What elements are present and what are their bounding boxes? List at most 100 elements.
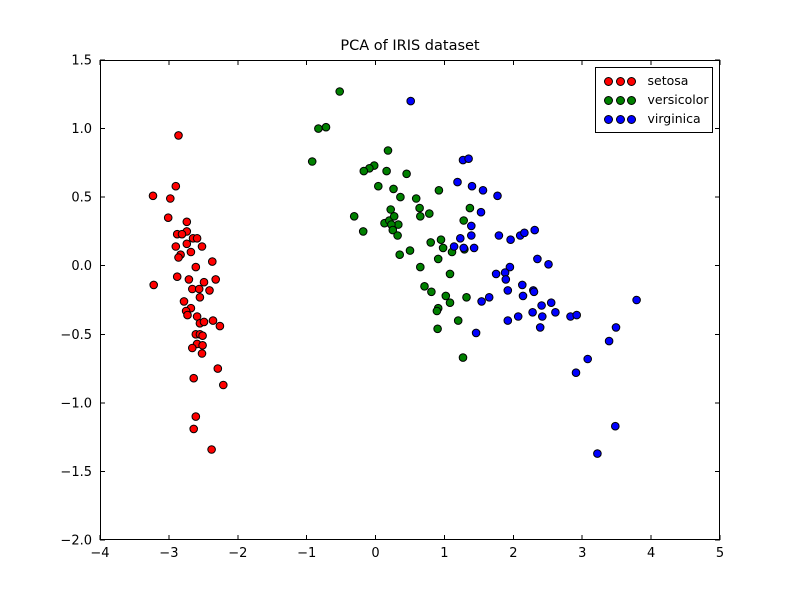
legend-item-versicolor: versicolor <box>604 91 712 110</box>
data-point-versicolor <box>389 184 398 194</box>
data-point-virginica <box>530 225 540 235</box>
data-point-virginica <box>518 291 528 301</box>
data-point-virginica <box>583 354 593 364</box>
legend-item-setosa: setosa <box>604 72 712 91</box>
data-point-virginica <box>529 287 539 297</box>
data-point-setosa <box>184 275 194 284</box>
data-point-versicolor <box>416 262 425 272</box>
data-point-setosa <box>174 253 183 262</box>
data-point-setosa <box>171 181 181 191</box>
data-point-setosa <box>148 191 158 201</box>
x-tick-label: 0 <box>371 546 379 561</box>
data-point-setosa <box>213 364 223 373</box>
data-point-setosa <box>189 373 198 383</box>
data-point-virginica <box>572 310 582 320</box>
data-point-setosa <box>205 286 214 295</box>
data-point-versicolor <box>459 216 469 225</box>
data-point-virginica <box>471 328 481 338</box>
data-point-versicolor <box>445 269 455 279</box>
data-point-setosa <box>188 343 197 353</box>
data-point-virginica <box>467 231 476 240</box>
data-point-virginica <box>538 312 547 321</box>
data-point-setosa <box>197 242 207 251</box>
data-point-virginica <box>478 186 488 195</box>
data-point-virginica <box>535 323 545 332</box>
data-point-virginica <box>501 275 511 284</box>
data-point-virginica <box>503 316 513 325</box>
data-point-virginica <box>571 368 581 378</box>
data-point-setosa <box>211 275 220 284</box>
data-point-versicolor <box>386 205 396 214</box>
data-point-versicolor <box>426 238 436 247</box>
y-tick-label: 1.5 <box>71 54 92 69</box>
data-point-virginica <box>537 301 546 310</box>
virginica-marker-icon <box>627 115 636 124</box>
versicolor-marker-icon <box>627 96 636 105</box>
data-point-virginica <box>464 154 473 163</box>
versicolor-marker-icon <box>604 96 613 105</box>
x-tick-label: −4 <box>90 546 109 561</box>
data-point-setosa <box>215 321 225 331</box>
data-point-setosa <box>198 341 207 350</box>
y-tick-label: −1.0 <box>60 396 92 411</box>
data-point-versicolor <box>445 298 455 308</box>
data-point-setosa <box>163 213 173 222</box>
data-point-virginica <box>518 280 527 290</box>
data-point-versicolor <box>433 254 443 264</box>
data-point-versicolor <box>402 169 411 179</box>
data-point-virginica <box>406 96 416 106</box>
data-point-setosa <box>191 412 201 421</box>
data-point-versicolor <box>434 186 444 195</box>
data-point-setosa <box>199 317 209 327</box>
data-point-versicolor <box>335 87 345 96</box>
data-point-setosa <box>177 229 187 239</box>
data-point-virginica <box>459 243 469 253</box>
legend-label-versicolor: versicolor <box>647 92 709 108</box>
data-point-virginica <box>484 293 494 302</box>
chart-title: PCA of IRIS dataset <box>340 38 480 54</box>
data-point-virginica <box>505 262 515 272</box>
data-point-setosa <box>186 247 196 257</box>
y-tick-label: −1.5 <box>60 465 92 480</box>
data-point-versicolor <box>389 212 399 221</box>
setosa-marker-icon <box>615 77 625 86</box>
data-point-versicolor <box>425 209 434 218</box>
data-point-virginica <box>467 181 477 191</box>
data-point-virginica <box>449 242 459 251</box>
data-point-virginica <box>456 234 465 243</box>
data-point-setosa <box>207 445 216 454</box>
data-point-setosa <box>194 284 204 294</box>
data-point-virginica <box>467 221 476 231</box>
y-tick-label: 0.5 <box>71 191 92 206</box>
data-point-versicolor <box>349 212 359 221</box>
y-tick-label: 1.0 <box>71 122 92 137</box>
data-point-versicolor <box>416 212 425 221</box>
versicolor-marker-icon <box>615 96 625 105</box>
data-point-versicolor <box>462 293 471 302</box>
legend-label-virginica: virginica <box>647 111 701 127</box>
data-point-versicolor <box>432 306 442 316</box>
data-point-virginica <box>593 449 602 458</box>
data-point-setosa <box>183 310 192 320</box>
data-point-versicolor <box>396 192 405 202</box>
setosa-marker-icon <box>627 77 636 86</box>
data-point-virginica <box>546 298 556 308</box>
data-point-versicolor <box>382 166 391 176</box>
data-point-virginica <box>477 297 486 306</box>
x-tick-label: 3 <box>578 546 586 561</box>
data-point-versicolor <box>465 203 475 213</box>
data-point-versicolor <box>383 146 393 155</box>
data-point-virginica <box>611 323 621 332</box>
data-point-virginica <box>513 312 523 321</box>
x-tick-label: 4 <box>647 546 655 561</box>
scatter-points <box>148 87 641 458</box>
legend-item-virginica: virginica <box>604 110 712 129</box>
data-point-versicolor <box>307 157 317 166</box>
virginica-marker-icon <box>604 115 613 124</box>
data-point-setosa <box>197 349 207 358</box>
data-point-versicolor <box>388 225 398 235</box>
data-point-setosa <box>179 297 189 306</box>
x-tick-label: 1 <box>440 546 448 561</box>
